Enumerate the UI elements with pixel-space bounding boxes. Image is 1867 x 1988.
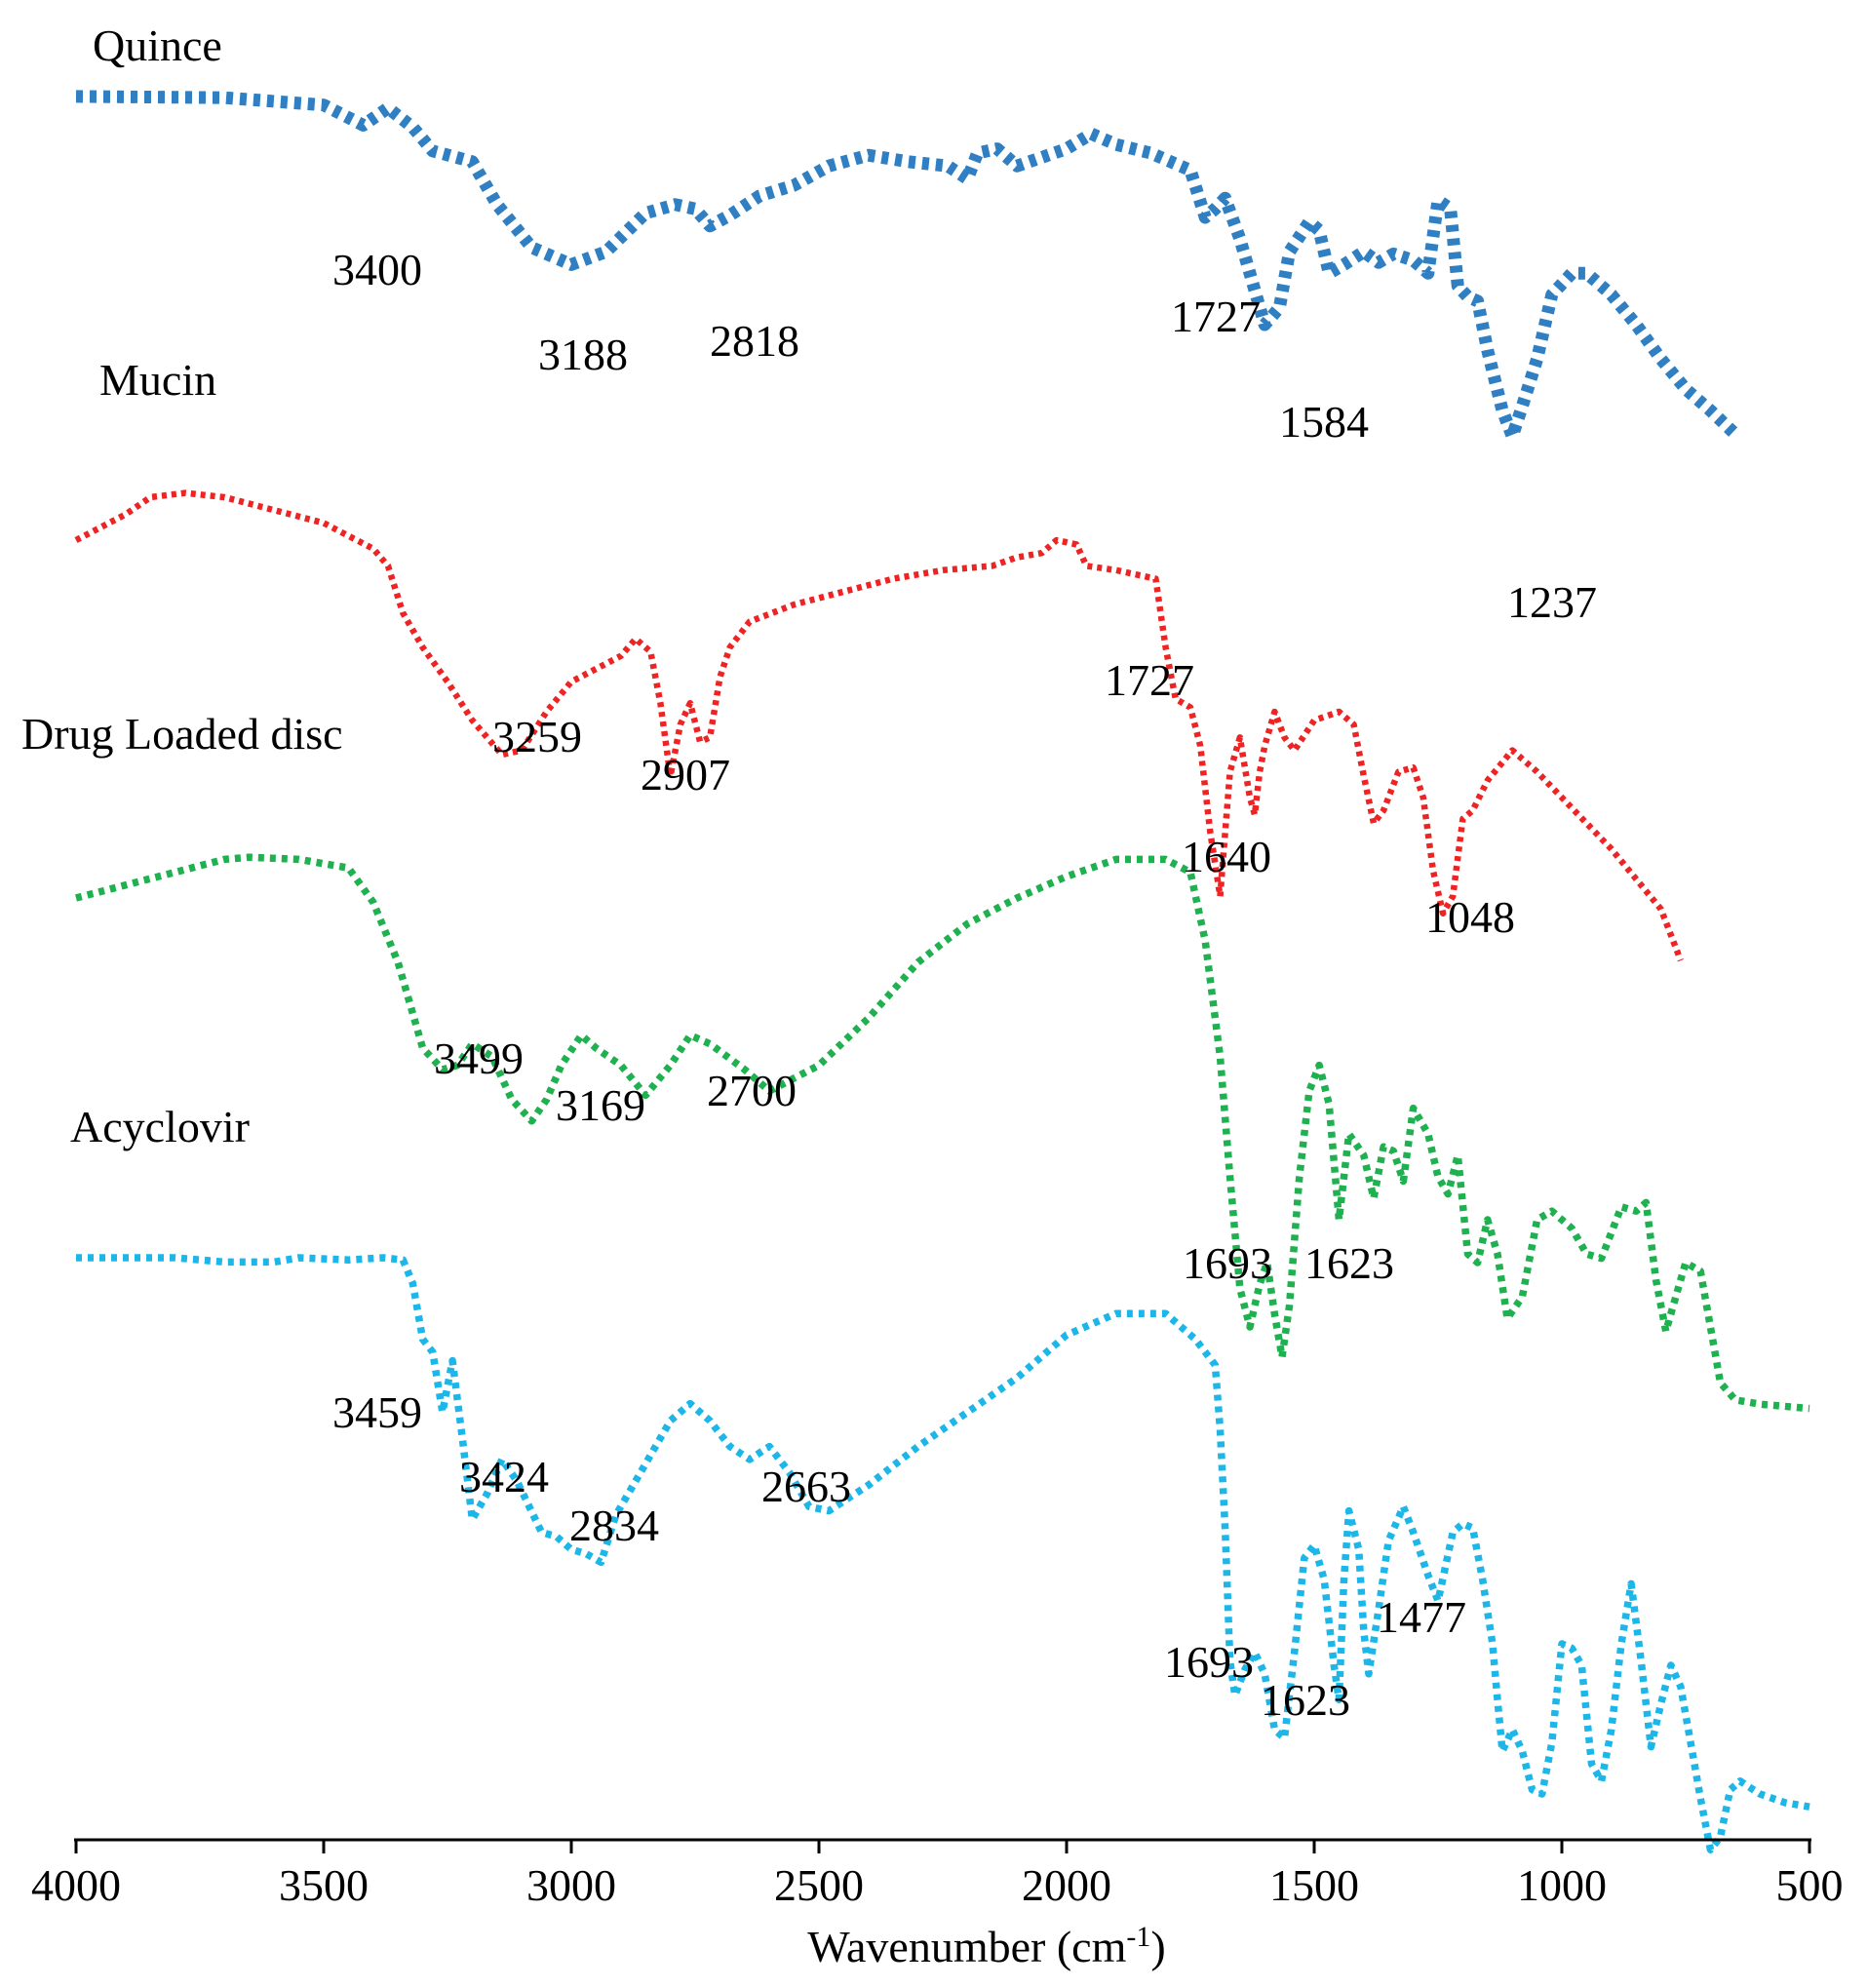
series-line-acyclovir (76, 1254, 1810, 1853)
series-layer (74, 90, 1810, 1853)
peak-label-acyclovir-2663: 2663 (761, 1462, 851, 1511)
peak-label-mucin-1727: 1727 (1105, 655, 1194, 705)
series-label-drug-loaded-disc: Drug Loaded disc (21, 709, 343, 759)
x-tick-label-3500: 3500 (279, 1860, 369, 1910)
peak-label-quince-1727: 1727 (1171, 292, 1261, 341)
x-tick-label-2500: 2500 (774, 1860, 864, 1910)
series-label-mucin: Mucin (99, 355, 216, 405)
x-axis-title: Wavenumber (cm-1) (807, 1921, 1165, 1971)
peak-label-quince-2818: 2818 (710, 316, 799, 366)
peak-label-drug-loaded-disc-1623: 1623 (1304, 1238, 1394, 1288)
peak-label-acyclovir-1477: 1477 (1377, 1592, 1466, 1642)
x-tick-label-4000: 4000 (31, 1860, 121, 1910)
peak-label-drug-loaded-disc-1693: 1693 (1183, 1238, 1272, 1288)
x-tick-label-1000: 1000 (1517, 1860, 1607, 1910)
label-layer: Quince Mucin Drug Loaded disc Acyclovir 3400… (21, 20, 1597, 1725)
peak-label-quince-1584: 1584 (1279, 397, 1369, 447)
x-axis: 4000 3500 3000 2500 2000 1500 1000 500 Wavenumbe… (31, 1838, 1844, 1971)
x-tick-label-3000: 3000 (526, 1860, 616, 1910)
series-label-quince: Quince (93, 20, 222, 70)
peak-label-drug-loaded-disc-3169: 3169 (556, 1080, 645, 1130)
x-tick-label-2000: 2000 (1022, 1860, 1111, 1910)
peak-label-acyclovir-2834: 2834 (569, 1501, 659, 1550)
series-line-quince (75, 90, 1740, 443)
peak-label-acyclovir-3459: 3459 (332, 1387, 422, 1437)
x-tick-label-1500: 1500 (1269, 1860, 1359, 1910)
peak-label-acyclovir-1623: 1623 (1261, 1675, 1350, 1725)
peak-label-mucin-1640: 1640 (1182, 832, 1271, 881)
peak-label-drug-loaded-disc-3499: 3499 (434, 1033, 524, 1083)
peak-label-quince-3400: 3400 (332, 245, 422, 294)
x-tick-label-500: 500 (1776, 1860, 1844, 1910)
peak-label-mucin-3259: 3259 (492, 712, 582, 761)
peak-label-quince-1237: 1237 (1507, 577, 1597, 627)
peak-label-mucin-1048: 1048 (1425, 892, 1515, 942)
peak-label-quince-3188: 3188 (538, 330, 628, 379)
peak-label-acyclovir-3424: 3424 (459, 1452, 549, 1501)
peak-label-acyclovir-1693: 1693 (1164, 1637, 1254, 1687)
peak-label-drug-loaded-disc-2700: 2700 (707, 1066, 797, 1115)
series-label-acyclovir: Acyclovir (70, 1102, 250, 1151)
series-line-drug-loaded-disc (75, 853, 1810, 1413)
peak-label-mucin-2907: 2907 (641, 750, 730, 799)
